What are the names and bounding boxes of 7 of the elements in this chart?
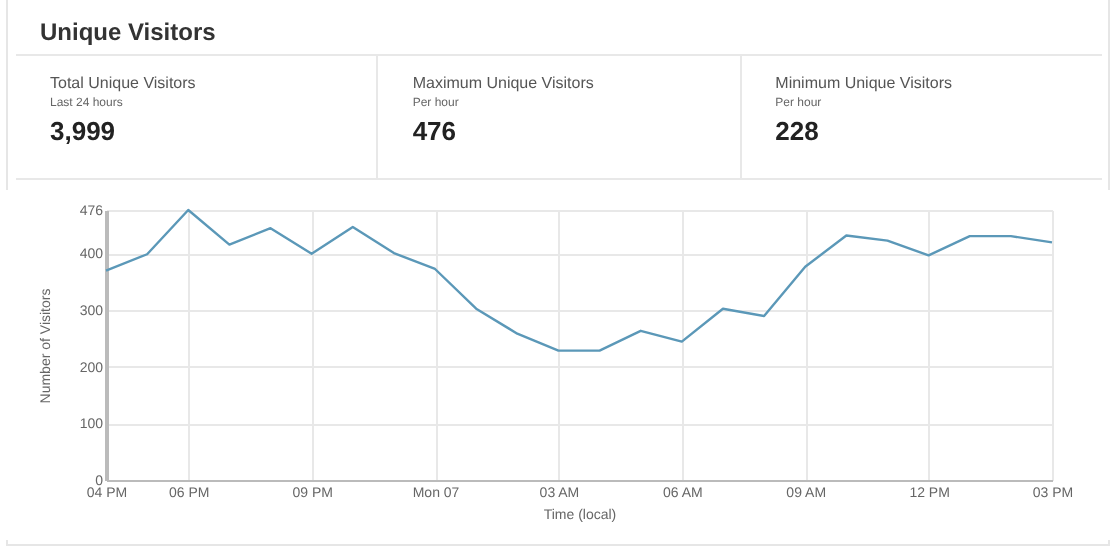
text: Unique Visitors — [40, 18, 216, 46]
text: 476 — [412, 116, 459, 146]
text: Minimum Unique Visitors — [775, 74, 954, 92]
text: 228 — [775, 116, 821, 146]
text: Maximum Unique Visitors — [412, 74, 596, 92]
text: 3,999 — [50, 116, 118, 146]
text: Total Unique Visitors — [50, 74, 198, 92]
